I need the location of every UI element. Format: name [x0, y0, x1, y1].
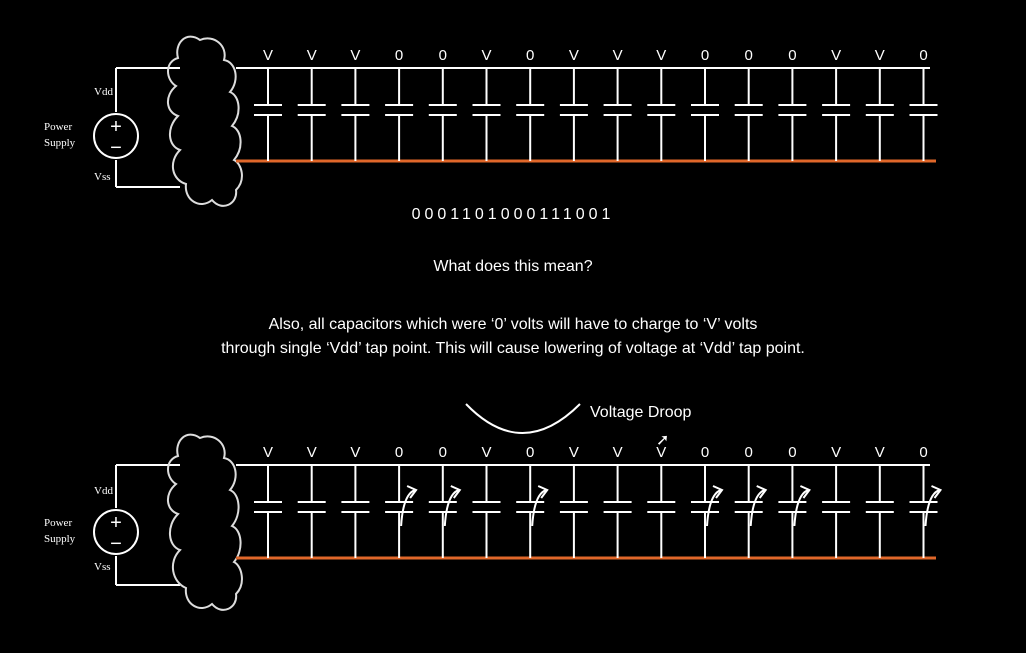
top-vss-label: Vss [94, 171, 111, 183]
bottom-cap-state-label: V [307, 444, 317, 461]
top-cap-state-label: 0 [526, 47, 534, 64]
bottom-power-label: Power [44, 517, 72, 529]
bottom-charge-arrowhead-icon [799, 485, 811, 499]
bottom-charge-arrow-icon [400, 489, 416, 527]
bottom-charge-arrowhead-icon [450, 485, 462, 499]
question-text: What does this mean? [433, 258, 593, 275]
top-cap-state-label: V [481, 47, 491, 64]
bottom-charge-arrowhead-icon [712, 485, 724, 499]
top-cap-state-label: 0 [745, 47, 753, 64]
top-plus-sign: + [110, 116, 122, 138]
note-line-2: through single ‘Vdd’ tap point. This wil… [221, 340, 805, 357]
bottom-cap-state-label: 0 [395, 444, 403, 461]
top-capacitor-array: V V V 0 0 V 0 V V V 0 0 0 V V 0 [254, 47, 938, 161]
bottom-charge-arrow-icon [749, 489, 766, 527]
top-cap-state-label: 0 [788, 47, 796, 64]
bottom-cap-state-label: 0 [701, 444, 709, 461]
top-cap-state-label: V [613, 47, 623, 64]
top-power-label: Power [44, 121, 72, 133]
bottom-charge-arrow-icon [706, 489, 722, 527]
top-cap-state-label: V [656, 47, 666, 64]
bottom-cap-state-label: V [481, 444, 491, 461]
bottom-charge-arrow-icon [443, 489, 460, 527]
top-cap-state-label: V [875, 47, 885, 64]
top-vdd-label: Vdd [94, 86, 113, 98]
top-cap-state-label: V [569, 47, 579, 64]
top-cloud-shape [167, 35, 243, 207]
top-supply-label: Supply [44, 137, 76, 149]
bottom-cap-state-label: V [613, 444, 623, 461]
mouse-cursor-icon: ➚ [656, 432, 670, 449]
bottom-cap-state-label: 0 [745, 444, 753, 461]
bottom-capacitor-array: V V V 0 0 V 0 V V V 0 0 0 V V 0 [254, 444, 943, 558]
bottom-plus-sign: + [110, 512, 122, 534]
binary-string: 0001101000111001 [411, 206, 615, 223]
bottom-charge-arrow-icon [531, 489, 547, 527]
bottom-cap-state-label: 0 [439, 444, 447, 461]
top-power-supply-symbol [93, 113, 139, 159]
explanation-note: Also, all capacitors which were ‘0’ volt… [0, 313, 1026, 361]
bottom-charge-arrowhead-icon [931, 485, 943, 499]
bottom-cap-state-label: 0 [788, 444, 796, 461]
bottom-vss-label: Vss [94, 561, 111, 573]
bottom-cap-state-label: 0 [919, 444, 927, 461]
top-cap-state-label: V [263, 47, 273, 64]
bottom-charge-arrow-icon [924, 489, 940, 527]
bottom-charge-arrow-icon [793, 489, 809, 527]
bottom-cap-state-label: V [350, 444, 360, 461]
bottom-cap-state-label: V [831, 444, 841, 461]
top-cap-state-label: 0 [395, 47, 403, 64]
top-cap-state-label: 0 [439, 47, 447, 64]
top-minus-sign: − [110, 137, 122, 159]
top-cap-state-label: V [307, 47, 317, 64]
voltage-droop-curve [465, 403, 581, 434]
bottom-cloud-shape [167, 433, 243, 611]
bottom-cap-state-label: 0 [526, 444, 534, 461]
voltage-droop-label: Voltage Droop [590, 404, 692, 421]
bottom-charge-arrowhead-icon [537, 485, 549, 499]
bottom-vdd-label: Vdd [94, 485, 113, 497]
bottom-charge-arrowhead-icon [406, 485, 418, 499]
bottom-cap-state-label: V [569, 444, 579, 461]
bottom-charge-arrowhead-icon [756, 485, 768, 499]
bottom-cap-state-label: V [263, 444, 273, 461]
top-cap-state-label: V [350, 47, 360, 64]
top-cap-state-label: 0 [701, 47, 709, 64]
top-cap-state-label: V [831, 47, 841, 64]
note-line-1: Also, all capacitors which were ‘0’ volt… [268, 316, 758, 333]
bottom-supply-label: Supply [44, 533, 76, 545]
bottom-cap-state-label: V [875, 444, 885, 461]
top-cap-state-label: 0 [919, 47, 927, 64]
bottom-minus-sign: − [110, 533, 122, 555]
bottom-cap-state-label: V [656, 444, 666, 461]
bottom-power-supply-symbol [93, 509, 139, 555]
